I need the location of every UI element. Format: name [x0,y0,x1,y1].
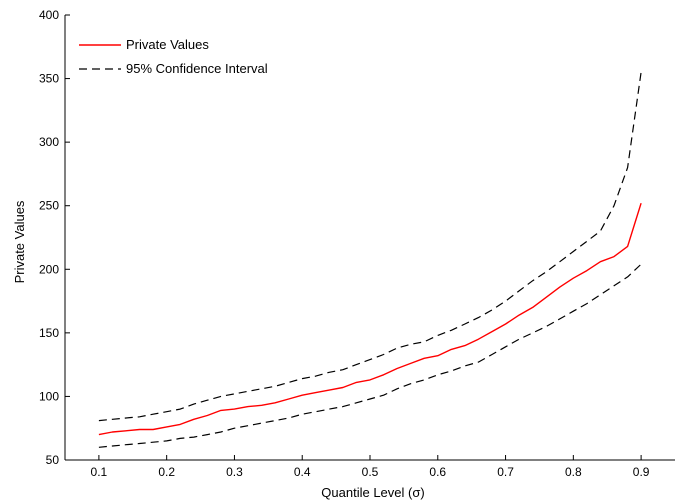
legend-label-private-values: Private Values [126,37,209,52]
x-axis-label: Quantile Level (σ) [321,485,424,500]
legend: Private Values 95% Confidence Interval [71,31,307,83]
y-tick-label: 300 [39,135,59,149]
series-line-private-values [98,202,642,436]
y-tick-label: 400 [39,8,59,22]
y-tick-label: 100 [39,389,59,403]
x-tick-label: 0.5 [362,465,379,479]
y-tick-label: 250 [39,199,59,213]
x-tick-label: 0.7 [497,465,514,479]
y-tick-label: 150 [39,326,59,340]
x-tick-label: 0.1 [91,465,108,479]
series-line-confidence-upper [98,72,642,422]
y-tick-label: 200 [39,262,59,276]
series-line-confidence-lower [98,263,642,448]
legend-box [71,31,307,83]
x-tick-label: 0.2 [158,465,175,479]
x-tick-label: 0.9 [633,465,650,479]
y-tick-label: 350 [39,72,59,86]
y-axis-label: Private Values [12,200,27,283]
x-tick-label: 0.4 [294,465,311,479]
series-layer [98,72,642,448]
x-tick-label: 0.3 [226,465,243,479]
x-tick-label: 0.8 [565,465,582,479]
y-tick-label: 50 [46,453,60,467]
x-tick-label: 0.6 [429,465,446,479]
tick-layer: 50 100 150 200 250 300 350 400 0.1 0.2 0.3 0.4 0.5 0.… [39,8,650,479]
legend-label-confidence-interval: 95% Confidence Interval [126,61,268,76]
